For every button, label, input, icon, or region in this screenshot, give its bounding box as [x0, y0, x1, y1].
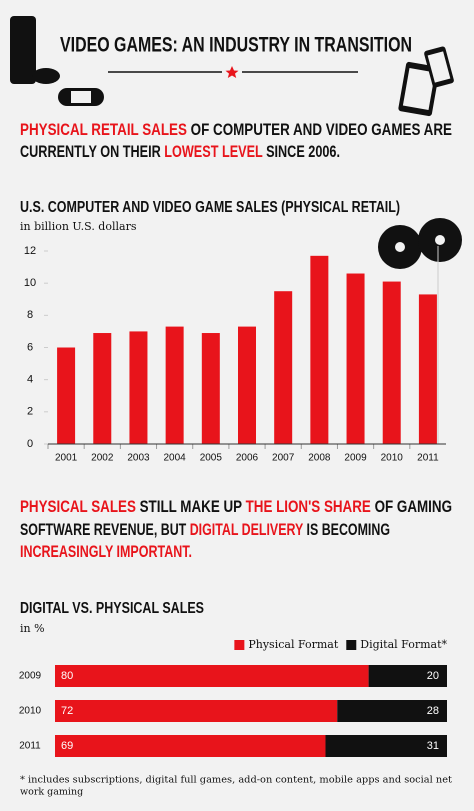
disc-icon — [378, 218, 462, 269]
bar-segment — [325, 735, 447, 757]
bar — [201, 333, 220, 444]
paragraph-line: INCREASINGLY IMPORTANT. — [20, 542, 192, 561]
page-title: VIDEO GAMES: AN INDUSTRY IN TRANSITION — [60, 34, 412, 57]
y-tick-label: 2009 — [19, 671, 42, 682]
x-tick-label: 2007 — [272, 453, 295, 464]
bar — [93, 333, 112, 444]
data-label: 28 — [427, 705, 439, 717]
paragraph-line: CURRENTLY ON THEIR LOWEST LEVEL SINCE 20… — [20, 142, 340, 161]
paragraph-line: PHYSICAL SALES STILL MAKE UP THE LION'S … — [20, 497, 452, 516]
footnote: work gaming — [20, 787, 83, 798]
bar-segment — [55, 700, 338, 722]
y-tick-label: 10 — [24, 277, 36, 289]
bar-segment — [55, 735, 326, 757]
data-label: 31 — [427, 740, 439, 752]
paragraph-line: PHYSICAL RETAIL SALES OF COMPUTER AND VI… — [20, 120, 452, 139]
bar-segment — [55, 665, 369, 687]
highlight-text: PHYSICAL RETAIL SALES — [20, 120, 187, 139]
y-tick-label: 6 — [27, 341, 33, 353]
y-tick-label: 2010 — [19, 706, 42, 717]
chart-title: U.S. COMPUTER AND VIDEO GAME SALES (PHYS… — [20, 199, 400, 216]
y-tick-label: 8 — [27, 309, 33, 321]
highlight-text: DIGITAL DELIVERY — [190, 520, 304, 539]
bar — [238, 326, 256, 444]
highlight-text: LOWEST LEVEL — [164, 142, 262, 161]
footnote: * includes subscriptions, digital full g… — [20, 775, 452, 786]
x-tick-label: 2009 — [344, 453, 367, 464]
paragraph-text: SOFTWARE REVENUE, BUT — [20, 520, 190, 539]
data-label: 80 — [61, 670, 73, 682]
y-tick-label: 12 — [24, 245, 36, 257]
legend-swatch — [346, 640, 357, 650]
paragraph-text: SINCE 2006. — [263, 142, 340, 161]
chart-subtitle: in % — [20, 622, 45, 635]
highlight-text: INCREASINGLY IMPORTANT. — [20, 542, 192, 561]
paragraph-text: OF COMPUTER AND VIDEO GAMES ARE — [187, 120, 452, 139]
legend-swatch — [234, 640, 245, 650]
y-tick-label: 0 — [27, 438, 33, 450]
paragraph-text: OF GAMING — [371, 497, 452, 516]
bar — [346, 273, 365, 444]
paragraph-text: CURRENTLY ON THEIR — [20, 142, 164, 161]
legend-label: Digital Format* — [360, 638, 447, 651]
bar — [274, 291, 293, 444]
x-tick-label: 2011 — [417, 453, 439, 464]
x-tick-label: 2004 — [164, 453, 187, 464]
bar — [165, 326, 184, 444]
legend-label: Physical Format — [248, 638, 338, 651]
paragraph-line: SOFTWARE REVENUE, BUT DIGITAL DELIVERY I… — [20, 520, 390, 539]
x-tick-label: 2002 — [91, 453, 114, 464]
bar — [418, 294, 437, 444]
y-tick-label: 4 — [27, 374, 33, 386]
console-icon — [10, 16, 104, 106]
bar — [129, 331, 148, 444]
x-tick-label: 2005 — [200, 453, 223, 464]
highlight-text: THE LION'S SHARE — [246, 497, 371, 516]
bar — [382, 281, 401, 444]
y-tick-label: 2 — [27, 406, 33, 418]
x-tick-label: 2003 — [127, 453, 150, 464]
chart-subtitle: in billion U.S. dollars — [20, 220, 137, 233]
x-tick-label: 2010 — [381, 453, 404, 464]
x-tick-label: 2008 — [308, 453, 331, 464]
highlight-text: PHYSICAL SALES — [20, 497, 136, 516]
x-tick-label: 2001 — [55, 453, 78, 464]
x-tick-label: 2006 — [236, 453, 259, 464]
data-label: 20 — [427, 670, 439, 682]
y-tick-label: 2011 — [19, 741, 41, 752]
divider-star — [225, 66, 239, 78]
bar — [57, 347, 76, 444]
paragraph-text: STILL MAKE UP — [136, 497, 246, 516]
data-label: 69 — [61, 740, 73, 752]
device-icon — [398, 46, 454, 117]
bar-segment — [368, 665, 447, 687]
paragraph-text: IS BECOMING — [303, 520, 390, 539]
chart-title: DIGITAL VS. PHYSICAL SALES — [20, 600, 204, 617]
bar — [310, 255, 329, 444]
bar-segment — [337, 700, 447, 722]
data-label: 72 — [61, 705, 73, 717]
